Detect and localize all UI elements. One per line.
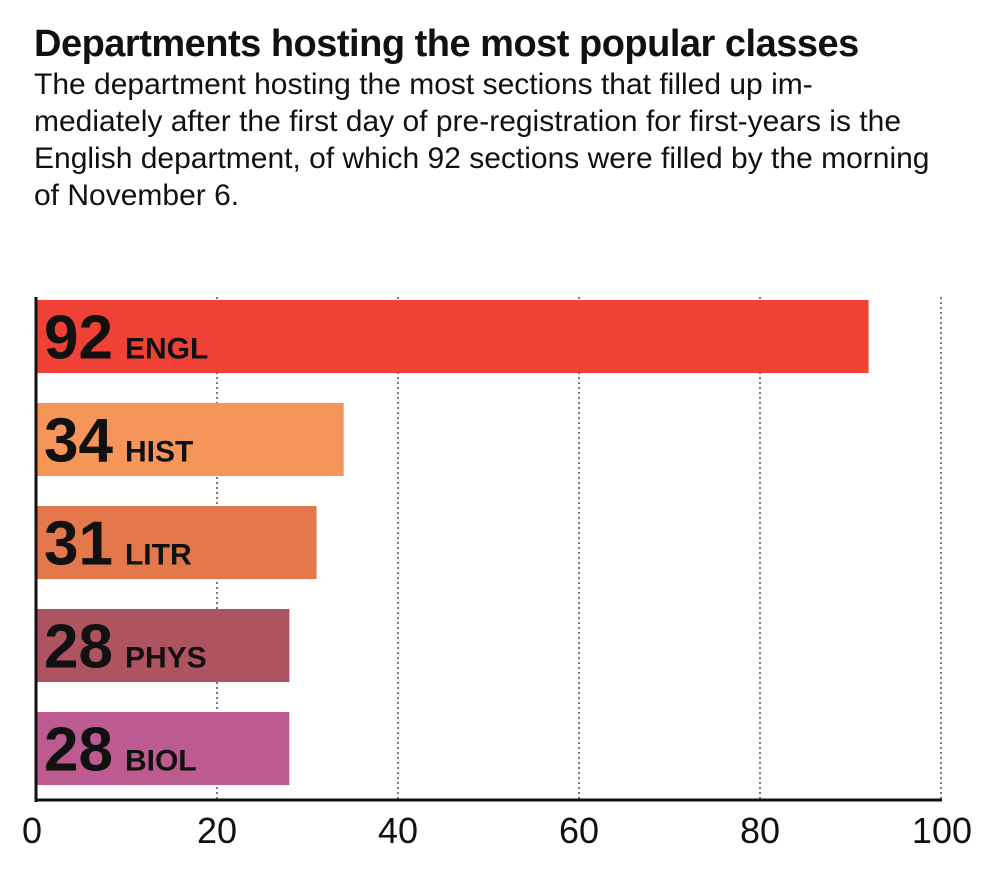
bar-category-label: LITR xyxy=(125,539,192,572)
bar-biol xyxy=(36,712,290,785)
bars: 92 ENGL 34 HIST 31 LITR 28 PHYS 28 BIOL xyxy=(36,300,869,785)
bar-value-label: 92 xyxy=(44,304,113,373)
bar-phys xyxy=(36,609,290,682)
chart-title: Departments hosting the most popular cla… xyxy=(34,23,859,65)
axes xyxy=(34,297,942,802)
x-tick-label: 60 xyxy=(559,810,599,851)
x-tick-labels: 0 20 40 60 80 100 xyxy=(22,810,972,851)
bar-category-label: HIST xyxy=(125,436,193,469)
bar-value-label: 34 xyxy=(44,407,113,476)
bar-value-label: 31 xyxy=(44,510,113,579)
x-tick-label: 80 xyxy=(740,810,780,851)
bar-category-label: BIOL xyxy=(125,745,197,778)
bar-value-label: 28 xyxy=(44,613,113,682)
x-tick-label: 20 xyxy=(197,810,237,851)
bar-hist xyxy=(36,403,344,476)
x-tick-label: 0 xyxy=(22,810,42,851)
x-tick-label: 40 xyxy=(378,810,418,851)
chart-subtitle: The department hosting the most sections… xyxy=(34,68,930,212)
bar-category-label: ENGL xyxy=(125,333,208,366)
bar-category-label: PHYS xyxy=(125,642,207,675)
x-tick-label: 100 xyxy=(912,810,972,851)
bar-engl xyxy=(36,300,869,373)
bar-litr xyxy=(36,506,317,579)
bar-value-label: 28 xyxy=(44,716,113,785)
